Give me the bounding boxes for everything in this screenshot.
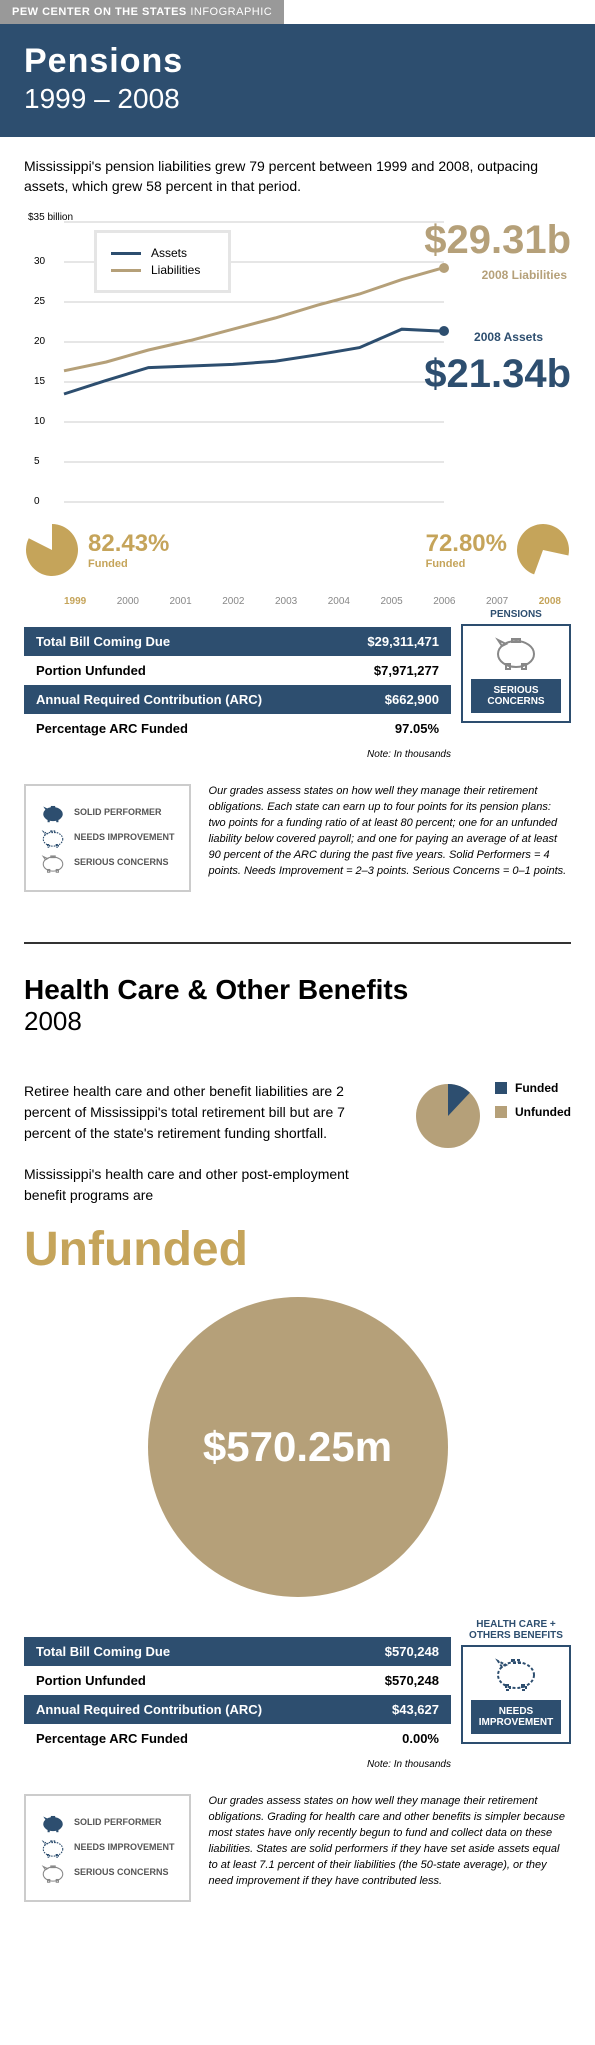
table-row: Annual Required Contribution (ARC)$43,62… bbox=[24, 1695, 451, 1724]
pensions-badge-title: PENSIONS bbox=[461, 609, 571, 620]
pensions-badge: PENSIONS SERIOUS CONCERNS bbox=[461, 609, 571, 723]
healthcare-title: Health Care & Other Benefits bbox=[24, 974, 571, 1006]
grade-legend-item: NEEDS IMPROVEMENT bbox=[40, 1838, 175, 1858]
pensions-years: 1999 – 2008 bbox=[24, 83, 571, 115]
table-row: Portion Unfunded$7,971,277 bbox=[24, 656, 451, 685]
healthcare-grade-text: Our grades assess states on how well the… bbox=[209, 1794, 571, 1890]
assets-callout-value: $21.34b bbox=[424, 352, 571, 397]
grade-legend-item: SERIOUS CONCERNS bbox=[40, 1863, 175, 1883]
tag-prefix: PEW CENTER ON THE STATES bbox=[12, 6, 187, 18]
healthcare-subintro: Mississippi's health care and other post… bbox=[24, 1164, 389, 1206]
pie-2008-label: Funded bbox=[426, 558, 507, 570]
pie-1999-svg bbox=[24, 522, 80, 578]
pensions-intro: Mississippi's pension liabilities grew 7… bbox=[24, 157, 571, 196]
healthcare-year: 2008 bbox=[24, 1006, 571, 1037]
healthcare-intro: Retiree health care and other benefit li… bbox=[24, 1081, 389, 1144]
healthcare-badge: HEALTH CARE + OTHERS BENEFITS NEEDS IMPR… bbox=[461, 1619, 571, 1744]
pensions-table: Total Bill Coming Due$29,311,471Portion … bbox=[24, 627, 451, 743]
piggy-bank-icon bbox=[492, 1655, 540, 1691]
healthcare-table-block: HEALTH CARE + OTHERS BENEFITS NEEDS IMPR… bbox=[24, 1637, 571, 1770]
healthcare-table: Total Bill Coming Due$570,248Portion Unf… bbox=[24, 1637, 451, 1753]
pie-1999-pct: 82.43% bbox=[88, 530, 169, 558]
healthcare-badge-title: HEALTH CARE + OTHERS BENEFITS bbox=[461, 1619, 571, 1641]
piggy-bank-icon bbox=[492, 634, 540, 670]
pensions-grade-text: Our grades assess states on how well the… bbox=[209, 784, 571, 880]
pensions-badge-grade: SERIOUS CONCERNS bbox=[471, 679, 561, 713]
grade-legend-item: SOLID PERFORMER bbox=[40, 803, 175, 823]
table-row: Total Bill Coming Due$29,311,471 bbox=[24, 627, 451, 656]
legend-unfunded: Unfunded bbox=[495, 1105, 571, 1119]
liabilities-end-dot bbox=[439, 263, 449, 273]
table-row: Annual Required Contribution (ARC)$662,9… bbox=[24, 685, 451, 714]
liabilities-callout-value: $29.31b bbox=[424, 218, 571, 263]
unfunded-headline: Unfunded bbox=[24, 1222, 389, 1277]
pensions-header: Pensions 1999 – 2008 bbox=[0, 24, 595, 137]
unfunded-value: $570.25m bbox=[203, 1423, 392, 1471]
healthcare-header: Health Care & Other Benefits 2008 bbox=[0, 974, 595, 1037]
pie-1999: 82.43% Funded bbox=[24, 522, 290, 578]
pensions-chart: $35 billion 051015202530 Assets Liabilit… bbox=[24, 212, 571, 512]
pensions-table-note: Note: In thousands bbox=[24, 749, 451, 760]
grade-legend-item: NEEDS IMPROVEMENT bbox=[40, 828, 175, 848]
pensions-table-block: PENSIONS SERIOUS CONCERNS Total Bill Com… bbox=[24, 627, 571, 760]
chart-legend: Assets Liabilities bbox=[94, 230, 231, 293]
liabilities-callout-label: 2008 Liabilities bbox=[482, 268, 567, 282]
pie-1999-label: Funded bbox=[88, 558, 169, 570]
assets-callout-label: 2008 Assets bbox=[474, 330, 543, 344]
legend-liabilities: Liabilities bbox=[111, 263, 200, 277]
section-divider bbox=[24, 942, 571, 944]
table-row: Total Bill Coming Due$570,248 bbox=[24, 1637, 451, 1666]
healthcare-table-note: Note: In thousands bbox=[24, 1759, 451, 1770]
legend-funded: Funded bbox=[495, 1081, 571, 1095]
pie-2008: 72.80% Funded bbox=[306, 522, 572, 578]
grade-legend: SOLID PERFORMER NEEDS IMPROVEMENT SERIOUS … bbox=[24, 1794, 191, 1902]
healthcare-grade-block: SOLID PERFORMER NEEDS IMPROVEMENT SERIOUS … bbox=[24, 1794, 571, 1902]
grade-legend-item: SERIOUS CONCERNS bbox=[40, 853, 175, 873]
table-row: Portion Unfunded$570,248 bbox=[24, 1666, 451, 1695]
table-row: Percentage ARC Funded0.00% bbox=[24, 1724, 451, 1753]
healthcare-pie-block: Funded Unfunded bbox=[413, 1081, 571, 1277]
source-tag: PEW CENTER ON THE STATES INFOGRAPHIC bbox=[0, 0, 284, 24]
tag-suffix: INFOGRAPHIC bbox=[190, 6, 272, 18]
unfunded-circle: $570.25m bbox=[148, 1297, 448, 1597]
healthcare-intro-row: Retiree health care and other benefit li… bbox=[24, 1081, 571, 1277]
healthcare-pie-svg bbox=[413, 1081, 483, 1151]
grade-legend-item: SOLID PERFORMER bbox=[40, 1813, 175, 1833]
legend-assets: Assets bbox=[111, 246, 200, 260]
table-row: Percentage ARC Funded97.05% bbox=[24, 714, 451, 743]
pie-2008-svg bbox=[515, 522, 571, 578]
funding-pies: 82.43% Funded 72.80% Funded bbox=[24, 522, 571, 578]
pensions-grade-block: SOLID PERFORMER NEEDS IMPROVEMENT SERIOUS … bbox=[24, 784, 571, 892]
x-axis: 1999200020012002200320042005200620072008 bbox=[24, 596, 571, 607]
pensions-title: Pensions bbox=[24, 42, 571, 81]
pie-2008-pct: 72.80% bbox=[426, 530, 507, 558]
healthcare-badge-grade: NEEDS IMPROVEMENT bbox=[471, 1700, 561, 1734]
grade-legend: SOLID PERFORMER NEEDS IMPROVEMENT SERIOUS … bbox=[24, 784, 191, 892]
